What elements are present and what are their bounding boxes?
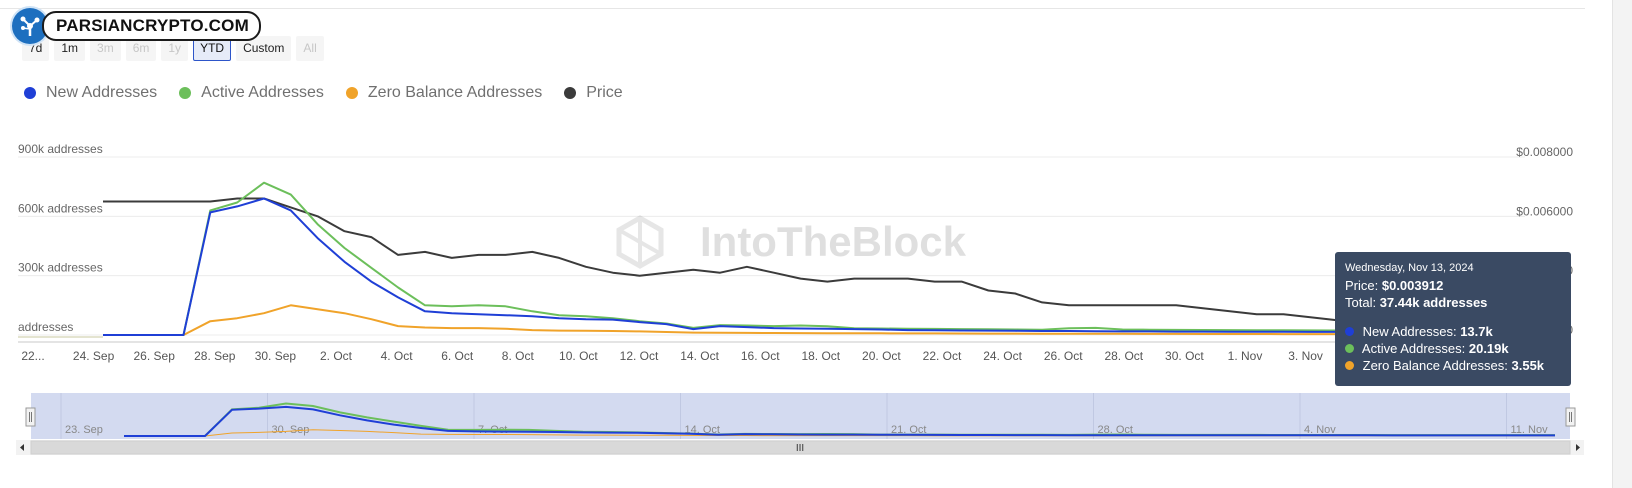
tooltip-dot-icon: [1345, 327, 1354, 336]
navigator-label: 23. Sep: [65, 424, 103, 436]
navigator: 23. Sep 30. Sep 7. Oct 14. Oct 21. Oct 28. Oc…: [16, 393, 1584, 455]
legend-dot-icon: [345, 87, 358, 99]
navigator-series: [124, 402, 1556, 437]
tooltip-row-value: 3.55k: [1511, 358, 1545, 373]
tooltip-row-active: Active Addresses: 20.19k: [1345, 340, 1561, 357]
x-tick-label: 18. Oct: [801, 349, 840, 363]
x-tick-label: 16. Oct: [741, 349, 780, 363]
x-tick-label: 24. Sep: [73, 349, 115, 363]
series-line-price: [103, 197, 1526, 322]
legend-item-active-addresses[interactable]: Active Addresses: [179, 84, 324, 102]
x-tick-label: 30. Sep: [255, 349, 297, 363]
x-tick-label: 2. Oct: [320, 349, 353, 363]
tooltip-price-value: $0.003912: [1381, 278, 1444, 293]
x-tick-label: 20. Oct: [862, 349, 901, 363]
legend-item-new-addresses[interactable]: New Addresses: [24, 84, 157, 102]
navigator-label: 11. Nov: [1511, 424, 1549, 436]
legend-dot-icon: [24, 87, 36, 99]
legend-dot-icon: [564, 87, 577, 99]
watermark: IntoTheBlock: [616, 215, 967, 269]
top-divider: [0, 8, 1585, 9]
series-line-zero-balance-addresses: [103, 304, 1525, 336]
range-button-custom[interactable]: Custom: [236, 36, 292, 61]
scroll-right-arrow-icon: [1576, 444, 1580, 451]
series-line-active-addresses: [103, 181, 1525, 336]
tooltip-row-label: Active Addresses:: [1361, 341, 1466, 356]
tooltip-total-value: 37.44k addresses: [1379, 295, 1488, 310]
page-scrollbar[interactable]: [1612, 0, 1632, 488]
range-button-7d[interactable]: 7d: [22, 36, 50, 61]
tooltip-row-new: New Addresses: 13.7k: [1345, 323, 1561, 340]
x-axis: 22... 24. Sep 26. Sep 28. Sep 30. Sep 2. Oct 4…: [18, 341, 1525, 363]
navigator-label: 28. Oct: [1098, 424, 1133, 436]
x-tick-label: 3. Nov: [1288, 349, 1323, 363]
navigator-handle-right: [1565, 407, 1576, 427]
x-tick-label: 28. Sep: [194, 349, 236, 363]
x-tick-label: 8. Oct: [502, 349, 535, 363]
y-left-tick-label: 900k addresses: [18, 142, 103, 156]
navigator-label: 21. Oct: [891, 424, 926, 436]
line-chart: IntoTheBlock 900k addresses 600k addresse…: [16, 142, 1584, 455]
y-right-tick-label: $0.008000: [1516, 145, 1573, 159]
x-tick-label: 10. Oct: [559, 349, 598, 363]
y-right-tick-label: $0.006000: [1516, 204, 1573, 218]
y-left-tick-label: addresses: [18, 320, 73, 334]
x-tick-label: 4. Oct: [381, 349, 414, 363]
y-left-tick-label: 600k addresses: [18, 201, 103, 215]
x-tick-label: 22...: [21, 349, 44, 363]
x-tick-label: 12. Oct: [620, 349, 659, 363]
x-tick-label: 26. Oct: [1044, 349, 1083, 363]
tooltip-date: Wednesday, Nov 13, 2024: [1345, 262, 1474, 274]
tooltip-row-label: Zero Balance Addresses:: [1362, 358, 1508, 373]
legend-label: Zero Balance Addresses: [367, 84, 543, 101]
x-tick-label: 6. Oct: [441, 349, 474, 363]
range-selector: 7d 1m 3m 6m 1y YTD Custom All: [22, 36, 324, 61]
legend-label: Price: [586, 84, 623, 101]
tooltip-row-zero: Zero Balance Addresses: 3.55k: [1345, 357, 1561, 374]
x-tick-label: 24. Oct: [983, 349, 1022, 363]
x-tick-label: 30. Oct: [1165, 349, 1204, 363]
y-axis-left: 900k addresses 600k addresses 300k address…: [18, 142, 103, 334]
tooltip-dot-icon: [1345, 361, 1354, 370]
chart-series: [18, 181, 1526, 338]
navigator-label: 30. Sep: [272, 424, 310, 436]
tooltip-dot-icon: [1345, 344, 1354, 353]
legend-label: New Addresses: [46, 84, 158, 101]
legend-label: Active Addresses: [201, 84, 324, 101]
tooltip-total-label: Total:: [1345, 295, 1377, 310]
legend-item-zero-balance-addresses[interactable]: Zero Balance Addresses: [345, 84, 543, 102]
legend-dot-icon: [179, 87, 192, 99]
scrollbar-grip-icon: III: [796, 443, 804, 454]
navigator-label: 4. Nov: [1304, 424, 1336, 436]
navigator-scrollbar-thumb: [30, 440, 1571, 455]
tooltip-price-label: Price:: [1345, 278, 1379, 293]
watermark-text: IntoTheBlock: [700, 218, 967, 265]
brand-logo: PARSIANCRYPTO.COM: [12, 6, 261, 46]
scroll-left-arrow-icon: [20, 444, 24, 451]
x-tick-label: 14. Oct: [680, 349, 719, 363]
intotheblock-logo-icon: [616, 215, 664, 269]
x-tick-label: 26. Sep: [134, 349, 176, 363]
tooltip-row-value: 13.7k: [1460, 324, 1493, 339]
x-tick-label: 1. Nov: [1228, 349, 1263, 363]
tooltip-total-row: Total: 37.44k addresses: [1345, 294, 1561, 311]
y-left-tick-label: 300k addresses: [18, 261, 103, 275]
series-line-new-addresses: [103, 197, 1526, 336]
x-tick-label: 28. Oct: [1104, 349, 1143, 363]
chart-tooltip: Wednesday, Nov 13, 2024 Price: $0.003912…: [1335, 252, 1571, 386]
navigator-grid: [60, 393, 1507, 439]
tooltip-row-value: 20.19k: [1468, 341, 1509, 356]
x-tick-label: 22. Oct: [923, 349, 962, 363]
brand-logo-text: PARSIANCRYPTO.COM: [42, 11, 261, 41]
navigator-line-new-addresses: [124, 405, 1555, 437]
legend-item-price[interactable]: Price: [564, 84, 623, 102]
chart-legend: New Addresses Active Addresses Zero Bala…: [24, 84, 623, 102]
range-button-all[interactable]: All: [296, 36, 324, 61]
tooltip-price-row: Price: $0.003912: [1345, 277, 1561, 294]
brand-tree-icon: [12, 8, 48, 44]
navigator-handle-left: [25, 407, 36, 427]
tooltip-row-label: New Addresses:: [1362, 324, 1457, 339]
